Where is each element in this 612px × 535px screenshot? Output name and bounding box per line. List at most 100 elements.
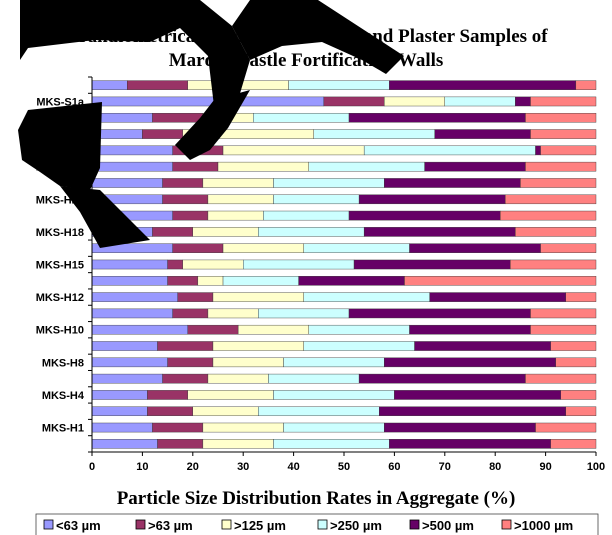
bar-row-0-gt500 [389, 80, 577, 90]
bar-row-14-gt500 [348, 308, 531, 319]
bar-row-7-gt125 [207, 194, 274, 205]
bar-row-22-gt1000 [550, 439, 597, 449]
bar-row-21-gt250 [283, 422, 385, 433]
bar-row-15-lt63 [91, 324, 188, 335]
x-tick-label-90: 90 [539, 461, 551, 473]
legend-label-gt1000: >1000 µm [514, 518, 573, 533]
bar-row-0-lt63 [91, 80, 128, 90]
bar-row-4-lt63 [91, 145, 173, 156]
bar-row-19-gt500 [394, 390, 561, 400]
overlay-upper-arc [95, 0, 250, 106]
bar-row-19-lt63 [91, 390, 148, 400]
bar-row-17-gt250 [283, 357, 385, 368]
bar-row-11-gt63 [167, 259, 183, 270]
bar-row-15-gt125 [237, 324, 309, 335]
x-tick-label-70: 70 [439, 461, 451, 473]
bar-row-17-gt500 [384, 357, 556, 368]
bar-row-14-gt63 [172, 308, 209, 319]
bar-row-5-gt250 [308, 161, 425, 172]
bar-row-17-gt1000 [555, 357, 597, 368]
bar-row-5-gt125 [217, 161, 309, 172]
bar-row-9-gt125 [192, 227, 259, 237]
bar-row-21-lt63 [91, 422, 153, 433]
bar-row-7-gt250 [273, 194, 360, 205]
bar-row-15-gt500 [409, 324, 531, 335]
category-label-6: MKS-H12 [36, 292, 84, 304]
bar-row-13-gt125 [212, 292, 304, 302]
bar-row-7-gt1000 [505, 194, 597, 205]
overlay-top-left [20, 0, 95, 60]
bar-row-11-gt500 [353, 259, 511, 270]
bar-row-6-gt250 [273, 178, 385, 188]
legend-label-gt63: >63 µm [148, 518, 193, 533]
x-axis-title: Particle Size Distribution Rates in Aggr… [117, 488, 516, 509]
legend-swatch-gt1000 [501, 519, 512, 530]
category-label-9: MKS-H4 [42, 390, 85, 402]
bar-row-10-gt250 [303, 243, 410, 253]
legend-label-gt500: >500 µm [422, 518, 474, 533]
category-label-8: MKS-H8 [42, 357, 84, 369]
category-label-7: MKS-H10 [36, 325, 84, 337]
bar-row-8-gt63 [172, 210, 209, 221]
bar-row-16-gt500 [414, 341, 551, 351]
bar-row-11-gt125 [182, 259, 244, 270]
bar-row-4-gt250 [363, 145, 536, 156]
bar-row-16-gt1000 [550, 341, 597, 351]
bar-row-18-gt1000 [525, 373, 597, 384]
x-tick-label-20: 20 [187, 461, 199, 473]
bar-row-2-gt250 [253, 112, 350, 123]
bar-row-13-lt63 [91, 292, 178, 302]
bar-row-9-gt500 [363, 227, 516, 237]
bar-row-17-gt63 [167, 357, 214, 368]
legend-swatch-gt63 [135, 519, 146, 530]
bar-row-22-lt63 [91, 439, 158, 449]
bar-row-11-gt1000 [510, 259, 597, 270]
bar-row-8-gt1000 [500, 210, 597, 221]
bar-row-21-gt500 [384, 422, 536, 433]
bar-row-12-lt63 [91, 276, 168, 286]
x-tick-label-10: 10 [136, 461, 148, 473]
bar-row-20-gt500 [379, 406, 566, 417]
bar-row-7-gt63 [162, 194, 209, 205]
bar-row-21-gt63 [152, 422, 204, 433]
bar-row-9-gt63 [152, 227, 193, 237]
bar-row-14-gt125 [207, 308, 259, 319]
bar-row-2-gt500 [348, 112, 526, 123]
category-label-5: MKS-H15 [36, 260, 84, 272]
bar-row-1-gt125 [384, 96, 446, 107]
x-tick-label-100: 100 [587, 461, 605, 473]
bar-row-3-gt63 [142, 129, 183, 139]
bar-row-12-gt500 [298, 276, 405, 286]
bar-row-21-gt1000 [535, 422, 597, 433]
category-label-10: MKS-H1 [42, 423, 84, 435]
bar-row-13-gt1000 [565, 292, 597, 302]
bar-row-20-gt1000 [565, 406, 597, 417]
bar-row-0-gt63 [127, 80, 188, 90]
bar-row-22-gt125 [202, 439, 274, 449]
bar-row-6-gt500 [384, 178, 521, 188]
bar-row-19-gt1000 [560, 390, 597, 400]
legend: <63 µm >63 µm >125 µm >250 µm >500 µm >1000 µ… [35, 513, 599, 535]
legend-swatch-lt63 [43, 519, 54, 530]
bar-row-20-gt250 [258, 406, 380, 417]
bar-row-10-gt125 [222, 243, 304, 253]
bar-row-13-gt63 [177, 292, 214, 302]
bar-row-8-gt500 [348, 210, 501, 221]
bar-row-13-gt500 [429, 292, 566, 302]
bar-row-4-gt125 [222, 145, 365, 156]
legend-swatch-gt250 [317, 519, 328, 530]
legend-swatch-gt125 [221, 519, 232, 530]
bar-row-14-gt250 [258, 308, 350, 319]
bar-row-3-gt250 [313, 129, 435, 139]
bar-row-16-gt250 [303, 341, 415, 351]
bar-row-18-gt500 [358, 373, 526, 384]
bar-row-14-gt1000 [530, 308, 597, 319]
bar-row-5-gt1000 [525, 161, 597, 172]
overlay-lower-stroke [60, 186, 150, 248]
bar-row-6-gt125 [202, 178, 274, 188]
x-tick-label-0: 0 [89, 461, 95, 473]
legend-label-lt63: <63 µm [56, 518, 101, 533]
bars-layer [91, 80, 597, 449]
bar-row-9-gt250 [258, 227, 365, 237]
x-tick-label-30: 30 [237, 461, 249, 473]
